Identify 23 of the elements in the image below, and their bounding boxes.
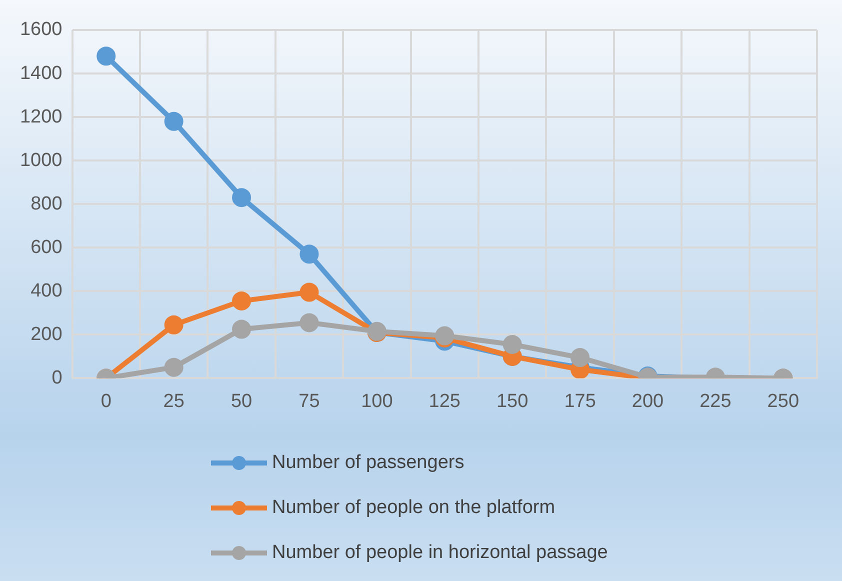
y-tick-label: 1400 bbox=[20, 62, 62, 84]
legend-label: Number of passengers bbox=[272, 452, 464, 474]
legend-label: Number of people in horizontal passage bbox=[272, 542, 608, 564]
x-tick-label: 200 bbox=[632, 390, 664, 412]
y-tick-label: 0 bbox=[52, 367, 62, 388]
y-tick-label: 200 bbox=[30, 324, 62, 345]
legend-label: Number of people on the platform bbox=[272, 496, 556, 518]
x-tick-label: 50 bbox=[230, 390, 252, 412]
x-tick-label: 150 bbox=[496, 390, 528, 412]
y-tick-label: 400 bbox=[30, 280, 62, 302]
y-tick-label: 1200 bbox=[20, 106, 62, 128]
y-tick-label: 600 bbox=[30, 236, 62, 258]
x-tick-label: 175 bbox=[564, 390, 596, 412]
x-tick-label: 225 bbox=[700, 390, 732, 412]
x-tick-label: 250 bbox=[767, 390, 799, 412]
x-tick-label: 75 bbox=[298, 390, 320, 412]
x-tick-label: 100 bbox=[361, 390, 393, 412]
x-tick-label: 25 bbox=[163, 390, 184, 412]
y-tick-label: 800 bbox=[30, 193, 62, 214]
x-tick-label: 0 bbox=[100, 390, 112, 412]
x-tick-label: 125 bbox=[428, 390, 460, 412]
y-tick-label: 1000 bbox=[20, 150, 62, 171]
y-tick-label: 1600 bbox=[20, 19, 62, 40]
